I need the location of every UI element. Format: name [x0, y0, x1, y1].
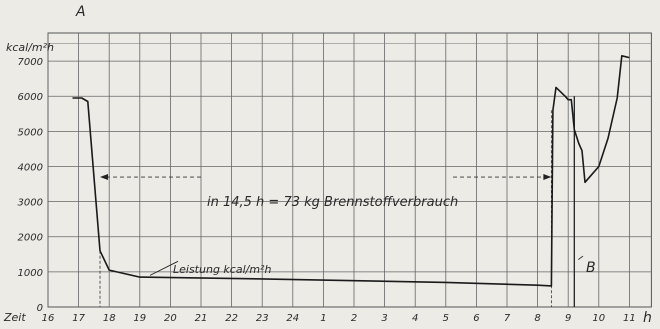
x-tick-label: 10 — [592, 313, 605, 324]
x-tick-label: 20 — [164, 313, 177, 324]
x-tick-label: 16 — [42, 313, 55, 324]
span-arrowhead-right — [543, 174, 552, 181]
x-tick-label: 9 — [565, 313, 571, 324]
x-axis-ticks: 16 17 18 19 20 21 22 23 24 1 2 3 4 5 6 7 8 9 10 11 — [42, 313, 636, 324]
x-tick-label: 24 — [286, 313, 299, 324]
x-tick-label: 11 — [623, 313, 636, 324]
y-tick-label: 4000 — [18, 162, 43, 173]
x-tick-label: 23 — [256, 313, 269, 324]
x-tick-label: 6 — [473, 313, 479, 324]
x-axis-prefix: Zeit — [3, 311, 26, 324]
x-tick-label: 3 — [381, 313, 387, 324]
series-label-pointer — [149, 260, 179, 276]
series-line — [72, 54, 630, 287]
marker-b-pointer — [578, 255, 584, 260]
x-axis-label: h — [643, 310, 652, 326]
series-label: Leistung kcal/m²h — [173, 263, 271, 276]
consumption-annotation: in 14,5 h = 73 kg Brennstoffverbrauch — [207, 195, 458, 210]
marker-b-label: B — [586, 260, 596, 276]
series-layer — [72, 54, 630, 287]
y-tick-label: 7000 — [18, 57, 43, 68]
x-tick-label: 21 — [195, 313, 208, 324]
x-tick-label: 19 — [133, 313, 146, 324]
chart-grid — [47, 32, 652, 308]
y-tick-label: 0 — [37, 303, 43, 314]
x-tick-label: 2 — [351, 313, 357, 324]
x-tick-label: 22 — [225, 313, 238, 324]
corner-label: A — [75, 4, 86, 20]
x-tick-label: 5 — [443, 313, 449, 324]
y-axis-label: kcal/m²h — [6, 41, 54, 54]
x-tick-label: 17 — [72, 313, 85, 324]
y-tick-label: 1000 — [18, 268, 43, 279]
y-tick-label: 3000 — [18, 198, 43, 209]
y-tick-label: 2000 — [18, 233, 43, 244]
x-tick-label: 18 — [103, 313, 116, 324]
x-tick-label: 1 — [320, 313, 326, 324]
x-tick-label: 8 — [534, 313, 540, 324]
x-tick-label: 7 — [504, 313, 511, 324]
y-axis-ticks: 0 1000 2000 3000 4000 5000 6000 7000 — [18, 57, 43, 314]
span-arrowhead-left — [100, 174, 109, 181]
x-tick-label: 4 — [412, 313, 418, 324]
plot-frame — [47, 32, 652, 308]
y-tick-label: 6000 — [18, 92, 43, 103]
y-tick-label: 5000 — [18, 127, 43, 138]
